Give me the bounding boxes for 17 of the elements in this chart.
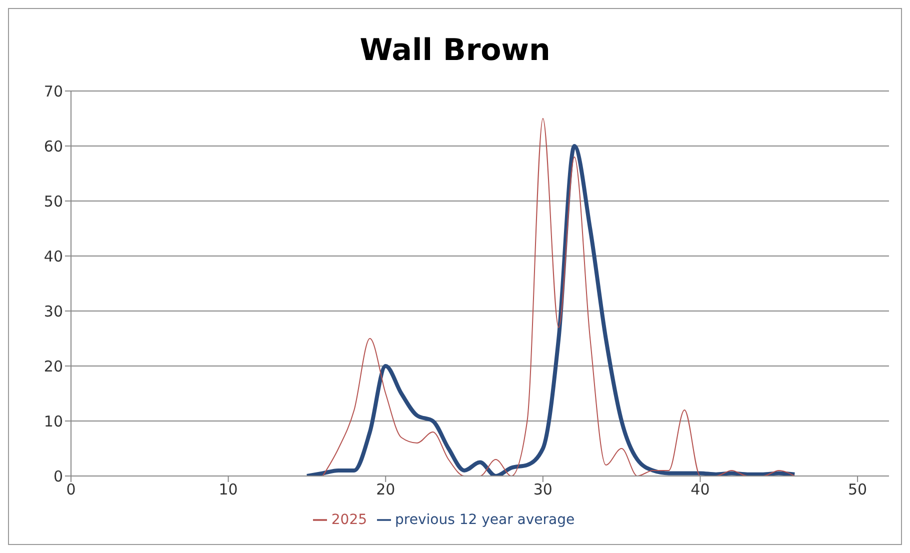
legend-label: 2025 <box>331 512 368 528</box>
x-tick-label: 20 <box>376 480 396 499</box>
y-tick-label: 30 <box>44 302 63 320</box>
y-tick-label: 20 <box>44 357 63 376</box>
y-tick-label: 60 <box>44 137 63 156</box>
x-tick-label: 50 <box>848 480 868 499</box>
x-tick-label: 40 <box>690 480 710 499</box>
y-tick-label: 70 <box>44 82 63 100</box>
y-tick-label: 50 <box>44 192 63 210</box>
legend-label: previous 12 year average <box>395 512 575 528</box>
x-tick-label: 10 <box>218 480 238 499</box>
x-tick-label: 0 <box>66 480 76 499</box>
y-tick-label: 0 <box>53 467 63 486</box>
x-tick-label: 30 <box>533 480 552 499</box>
chart-title: Wall Brown <box>358 33 552 70</box>
y-tick-label: 10 <box>44 412 63 430</box>
y-tick-label: 40 <box>44 247 63 266</box>
